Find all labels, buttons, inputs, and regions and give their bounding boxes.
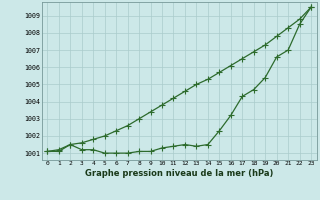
X-axis label: Graphe pression niveau de la mer (hPa): Graphe pression niveau de la mer (hPa) <box>85 169 273 178</box>
